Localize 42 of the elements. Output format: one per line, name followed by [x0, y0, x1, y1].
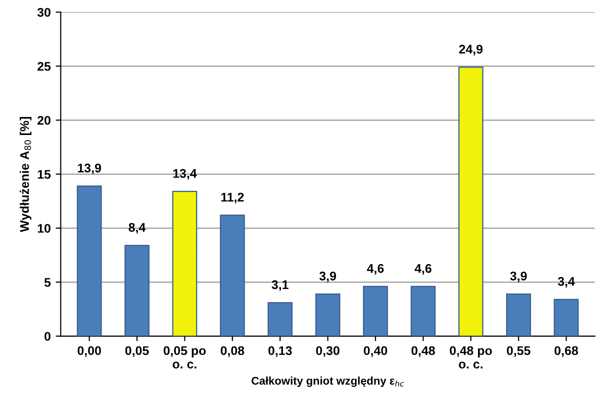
y-axis-title: Wydłużenie A$_{80}$ [%] [20, 117, 32, 232]
y-tick-label: 25 [38, 62, 51, 71]
bar [124, 244, 150, 336]
x-tick-label: 0,05 [125, 346, 149, 357]
bar [410, 286, 436, 336]
x-tick-label: 0,48 po o. c. [450, 346, 492, 369]
x-axis-title: Całkowity gniot względny ε$_{hc}$ [252, 376, 404, 387]
data-label: 3,9 [319, 272, 336, 282]
bar [172, 190, 198, 336]
bar [458, 66, 484, 336]
x-tick-label: 0,30 [316, 346, 340, 357]
x-tick-label: 0,55 [506, 346, 530, 357]
x-tick-label: 0,05 po o. c. [164, 346, 206, 369]
bar [554, 298, 579, 336]
data-label: 3,4 [558, 276, 575, 288]
bar [506, 293, 532, 336]
y-tick-label: 10 [38, 224, 50, 233]
data-label: 8,4 [128, 222, 146, 234]
x-tick-label: 0,68 [554, 346, 578, 357]
x-tick-label: 0,48 [411, 346, 435, 357]
x-tick-label: 0,00 [78, 346, 101, 357]
x-tick-label: 0,08 [220, 346, 244, 357]
data-label: 13,9 [78, 164, 102, 174]
y-tick-label: 15 [38, 170, 51, 179]
y-tick-label: 30 [37, 8, 50, 17]
data-label: 4,6 [366, 264, 384, 275]
y-tick-label: 20 [38, 116, 50, 125]
bar [268, 302, 293, 336]
y-tick-label: 5 [44, 278, 51, 287]
x-tick-label: 0,40 [364, 346, 388, 357]
data-label: 13,4 [173, 168, 197, 180]
data-label: 4,6 [414, 264, 432, 275]
data-label: 3,1 [272, 280, 288, 291]
y-tick-label: 0 [44, 332, 50, 341]
data-label: 24,9 [459, 44, 483, 56]
bar [220, 214, 245, 336]
bar [76, 185, 102, 336]
data-label: 11,2 [221, 192, 244, 204]
bar [362, 286, 388, 336]
x-tick-label: 0,13 [268, 346, 292, 357]
bar [315, 293, 340, 336]
data-label: 3,9 [510, 272, 527, 282]
